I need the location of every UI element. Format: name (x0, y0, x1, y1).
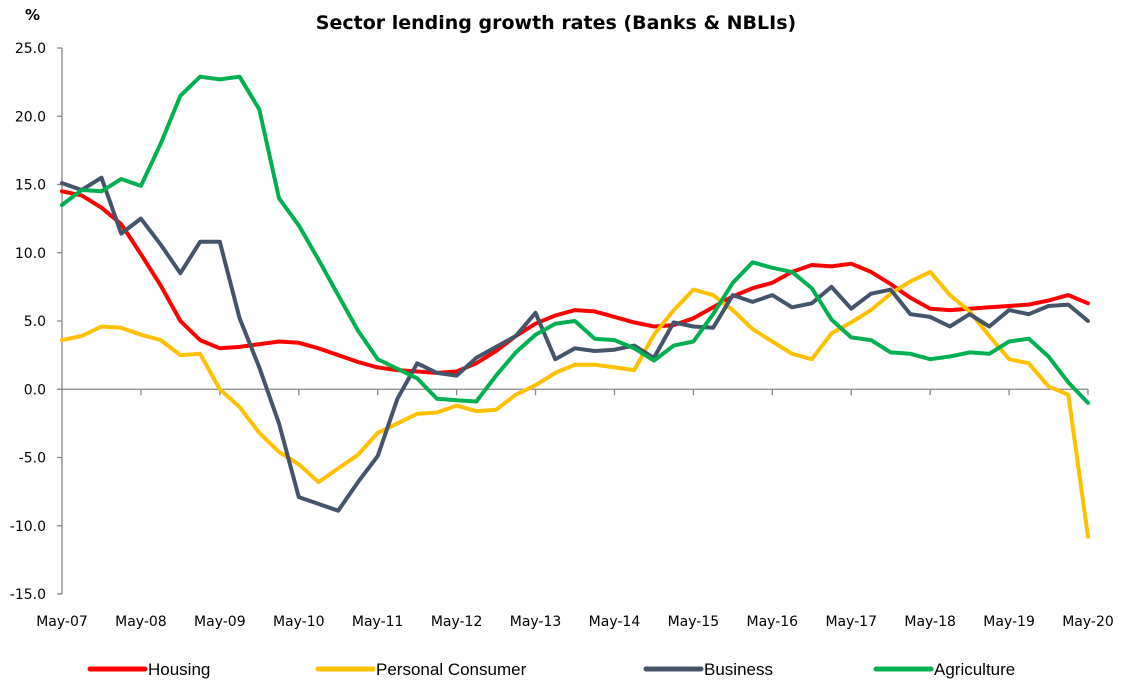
x-tick-label: May-10 (273, 614, 325, 630)
legend-label: Business (704, 660, 773, 679)
series-line-business (60, 175, 1090, 513)
chart-title: Sector lending growth rates (Banks & NBL… (316, 12, 796, 34)
y-tick-label: -10.0 (10, 519, 46, 535)
x-tick-label: May-13 (510, 614, 562, 630)
x-tick-label: May-17 (825, 614, 877, 630)
x-tick-label: May-18 (904, 614, 956, 630)
x-tick-label: May-15 (668, 614, 720, 630)
x-tick-label: May-16 (747, 614, 799, 630)
legend-item-housing: Housing (87, 660, 210, 679)
series-line-housing (60, 189, 1090, 375)
y-tick-label: -5.0 (19, 451, 46, 467)
legend-label: Personal Consumer (376, 660, 527, 679)
x-tick-label: May-12 (431, 614, 483, 630)
y-tick-label: 5.0 (24, 314, 46, 330)
legend-item-agriculture: Agriculture (873, 660, 1015, 679)
x-tick-label: May-11 (352, 614, 404, 630)
legend-label: Housing (148, 660, 210, 679)
y-tick-label: 10.0 (15, 246, 46, 262)
legend-item-personal-consumer: Personal Consumer (315, 660, 527, 679)
x-tick-label: May-07 (36, 614, 88, 630)
y-tick-label: 0.0 (24, 382, 46, 398)
series-lines (60, 74, 1090, 539)
legend-item-business: Business (643, 660, 773, 679)
y-tick-label: 20.0 (15, 109, 46, 125)
x-tick-label: May-20 (1062, 614, 1114, 630)
y-tick-label: -15.0 (10, 587, 46, 603)
x-tick-label: May-09 (194, 614, 246, 630)
y-axis-unit-label: % (25, 6, 40, 24)
y-tick-label: 15.0 (15, 178, 46, 194)
legend: Housing Personal Consumer Business Agricult… (87, 660, 1015, 679)
y-axis: 25.0 20.0 15.0 10.0 5.0 0.0 -5.0 -10.0 -15.0 (10, 41, 63, 603)
x-axis: May-07 May-08 May-09 May-10 May-11 May-12 May-… (36, 388, 1114, 630)
y-tick-label: 25.0 (15, 41, 46, 57)
x-tick-label: May-14 (589, 614, 641, 630)
legend-label: Agriculture (934, 660, 1015, 679)
x-tick-label: May-19 (983, 614, 1035, 630)
x-tick-label: May-08 (115, 614, 167, 630)
